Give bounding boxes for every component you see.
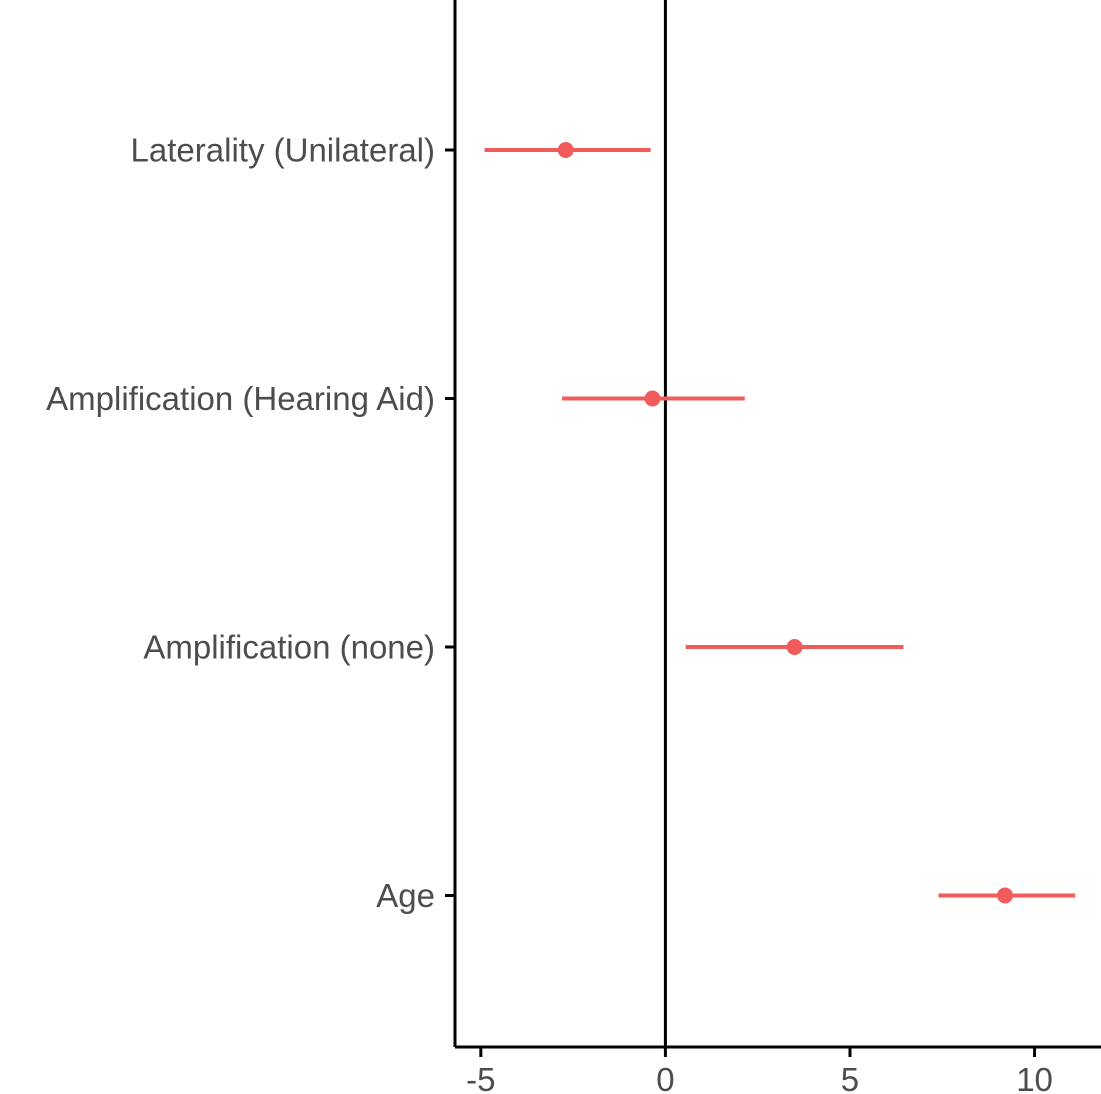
y-tick-label: Age	[376, 877, 435, 914]
y-tick-label: Laterality (Unilateral)	[131, 132, 435, 169]
estimate-point	[997, 887, 1014, 904]
data-marks	[484, 142, 1076, 904]
y-tick-label: Amplification (Hearing Aid)	[46, 380, 435, 417]
x-tick-label: 0	[656, 1061, 674, 1094]
y-axis: Laterality (Unilateral) Amplification (He…	[46, 0, 457, 1047]
estimate-point	[644, 390, 661, 407]
estimate-point	[557, 142, 574, 158]
x-tick-label: 5	[841, 1061, 859, 1094]
x-tick-label: 10	[1016, 1061, 1053, 1094]
x-tick-label: -5	[466, 1061, 495, 1094]
x-axis: -5 0 5 10	[455, 1045, 1101, 1094]
y-tick-label: Amplification (none)	[143, 629, 435, 666]
estimate-point	[786, 639, 803, 655]
